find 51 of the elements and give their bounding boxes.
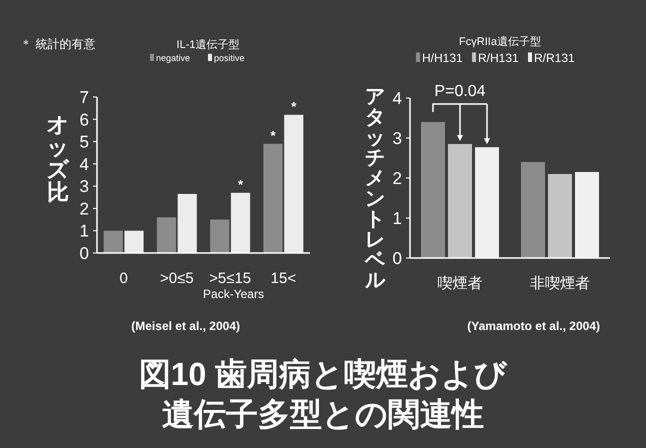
y-tick-label: 2 — [392, 169, 402, 188]
bar — [210, 220, 230, 253]
bar — [421, 122, 445, 258]
text: アタッチメントレベル — [365, 86, 385, 292]
bar — [575, 172, 599, 258]
bar — [178, 194, 197, 253]
bar — [521, 162, 545, 258]
x-axis-title: Pack-Years — [203, 287, 264, 301]
legend-label: R/H131 — [478, 51, 520, 65]
bar — [104, 230, 123, 253]
bar — [124, 230, 144, 253]
text: (Yamamoto et al., 2004) — [467, 319, 600, 333]
y-tick-label: 1 — [80, 222, 89, 241]
x-tick-label: 喫煙者 — [438, 275, 482, 292]
annotation: P=0.04 — [434, 83, 486, 100]
legend-title: IL-1遺伝子型 — [176, 39, 240, 51]
y-tick-label: 4 — [392, 89, 402, 108]
y-tick-label: 2 — [80, 199, 89, 218]
x-tick-label: 15< — [270, 270, 296, 287]
legend-title: FcγRIIa遺伝子型 — [459, 36, 541, 48]
text: (Meisel et al., 2004) — [131, 319, 240, 333]
data-label: * — [270, 128, 276, 143]
bar — [263, 144, 283, 253]
x-tick-label: >5≤15 — [209, 270, 252, 287]
x-tick-label: 非喫煙者 — [530, 275, 590, 292]
y-axis-title: オッズ比 — [46, 112, 70, 204]
y-tick-label: 7 — [80, 88, 89, 107]
legend-label: negative — [156, 53, 190, 63]
y-tick-label: 4 — [80, 154, 89, 174]
y-tick-label: 1 — [392, 209, 402, 228]
legend-label: R/R131 — [534, 51, 576, 65]
bar — [284, 114, 304, 253]
y-tick-label: 3 — [80, 177, 89, 196]
text: 図10 歯周病と喫煙および遺伝子多型との関連性 — [138, 356, 508, 432]
x-tick-label: >0≤5 — [160, 270, 194, 287]
bar — [156, 217, 176, 253]
x-tick-label: 0 — [119, 270, 128, 287]
y-tick-label: 5 — [80, 132, 89, 152]
data-label: * — [238, 176, 244, 192]
y-tick-label: 6 — [80, 110, 89, 130]
data-label: * — [291, 98, 298, 114]
bar — [475, 147, 499, 258]
bar — [548, 174, 572, 258]
bar — [230, 192, 250, 253]
text: ＊ 統計的有意 — [20, 37, 96, 51]
y-tick-label: 0 — [392, 249, 402, 268]
legend-label: positive — [214, 53, 245, 63]
bar — [448, 144, 472, 258]
y-tick-label: 3 — [392, 129, 402, 148]
y-tick-label: 0 — [80, 244, 89, 263]
legend-label: H/H131 — [422, 51, 464, 65]
